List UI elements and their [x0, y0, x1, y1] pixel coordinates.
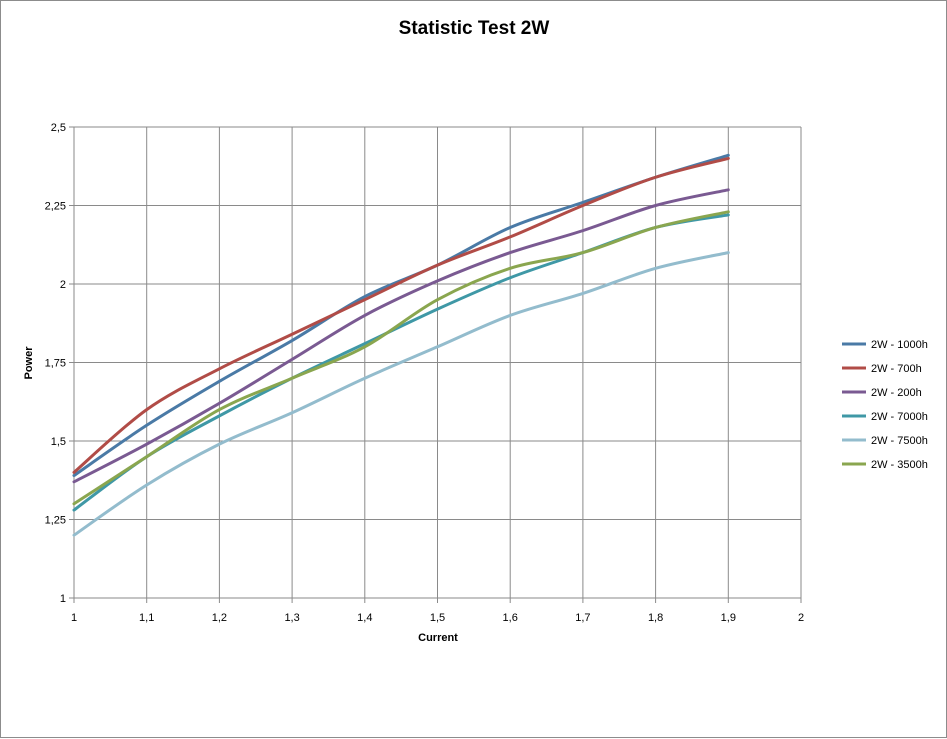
grid-layer	[73, 126, 802, 599]
series-line-2w-7500h	[72, 251, 730, 537]
chart-title: Statistic Test 2W	[399, 18, 550, 39]
legend: 2W - 1000h 2W - 700h 2W - 200h 2W - 7000h 2W…	[842, 339, 928, 471]
legend-label-2w-700h: 2W - 700h	[871, 363, 922, 375]
x-axis-title: Current	[418, 632, 458, 644]
legend-label-2w-200h: 2W - 200h	[871, 387, 922, 399]
y-tick-label: 2,25	[45, 201, 66, 213]
x-tick-label: 1,5	[430, 612, 445, 624]
y-tick-label: 1,25	[45, 515, 66, 527]
series-layer	[72, 153, 730, 537]
y-axis-title: Power	[23, 346, 35, 380]
y-tick-label: 2	[60, 279, 66, 291]
x-tick-label: 1,6	[503, 612, 518, 624]
x-tick-label: 1,3	[284, 612, 299, 624]
series-line-2w-200h	[72, 188, 730, 484]
x-tick-label: 1,1	[139, 612, 154, 624]
x-tick-label: 1,9	[721, 612, 736, 624]
y-tick-label: 1	[60, 593, 66, 605]
x-tick-label: 1	[71, 612, 77, 624]
legend-label-2w-1000h: 2W - 1000h	[871, 339, 928, 351]
y-tick-label: 2,5	[51, 122, 66, 134]
x-tick-label: 1,7	[575, 612, 590, 624]
y-tick-label: 1,75	[45, 358, 66, 370]
series-line-2w-3500h	[72, 210, 730, 506]
legend-label-2w-7000h: 2W - 7000h	[871, 411, 928, 423]
legend-label-2w-7500h: 2W - 7500h	[871, 435, 928, 447]
legend-label-2w-3500h: 2W - 3500h	[871, 459, 928, 471]
x-tick-label: 2	[798, 612, 804, 624]
series-line-2w-1000h	[72, 153, 730, 478]
x-tick-label: 1,4	[357, 612, 372, 624]
y-tick-label: 1,5	[51, 436, 66, 448]
x-tick-label: 1,2	[212, 612, 227, 624]
series-line-2w-700h	[72, 156, 730, 474]
x-tick-label: 1,8	[648, 612, 663, 624]
axis-layer: 1 1,1 1,2 1,3 1,4 1,5 1,6 1,7 1,8 1,9 2 1 1,25 1,5 1,7…	[45, 122, 804, 624]
